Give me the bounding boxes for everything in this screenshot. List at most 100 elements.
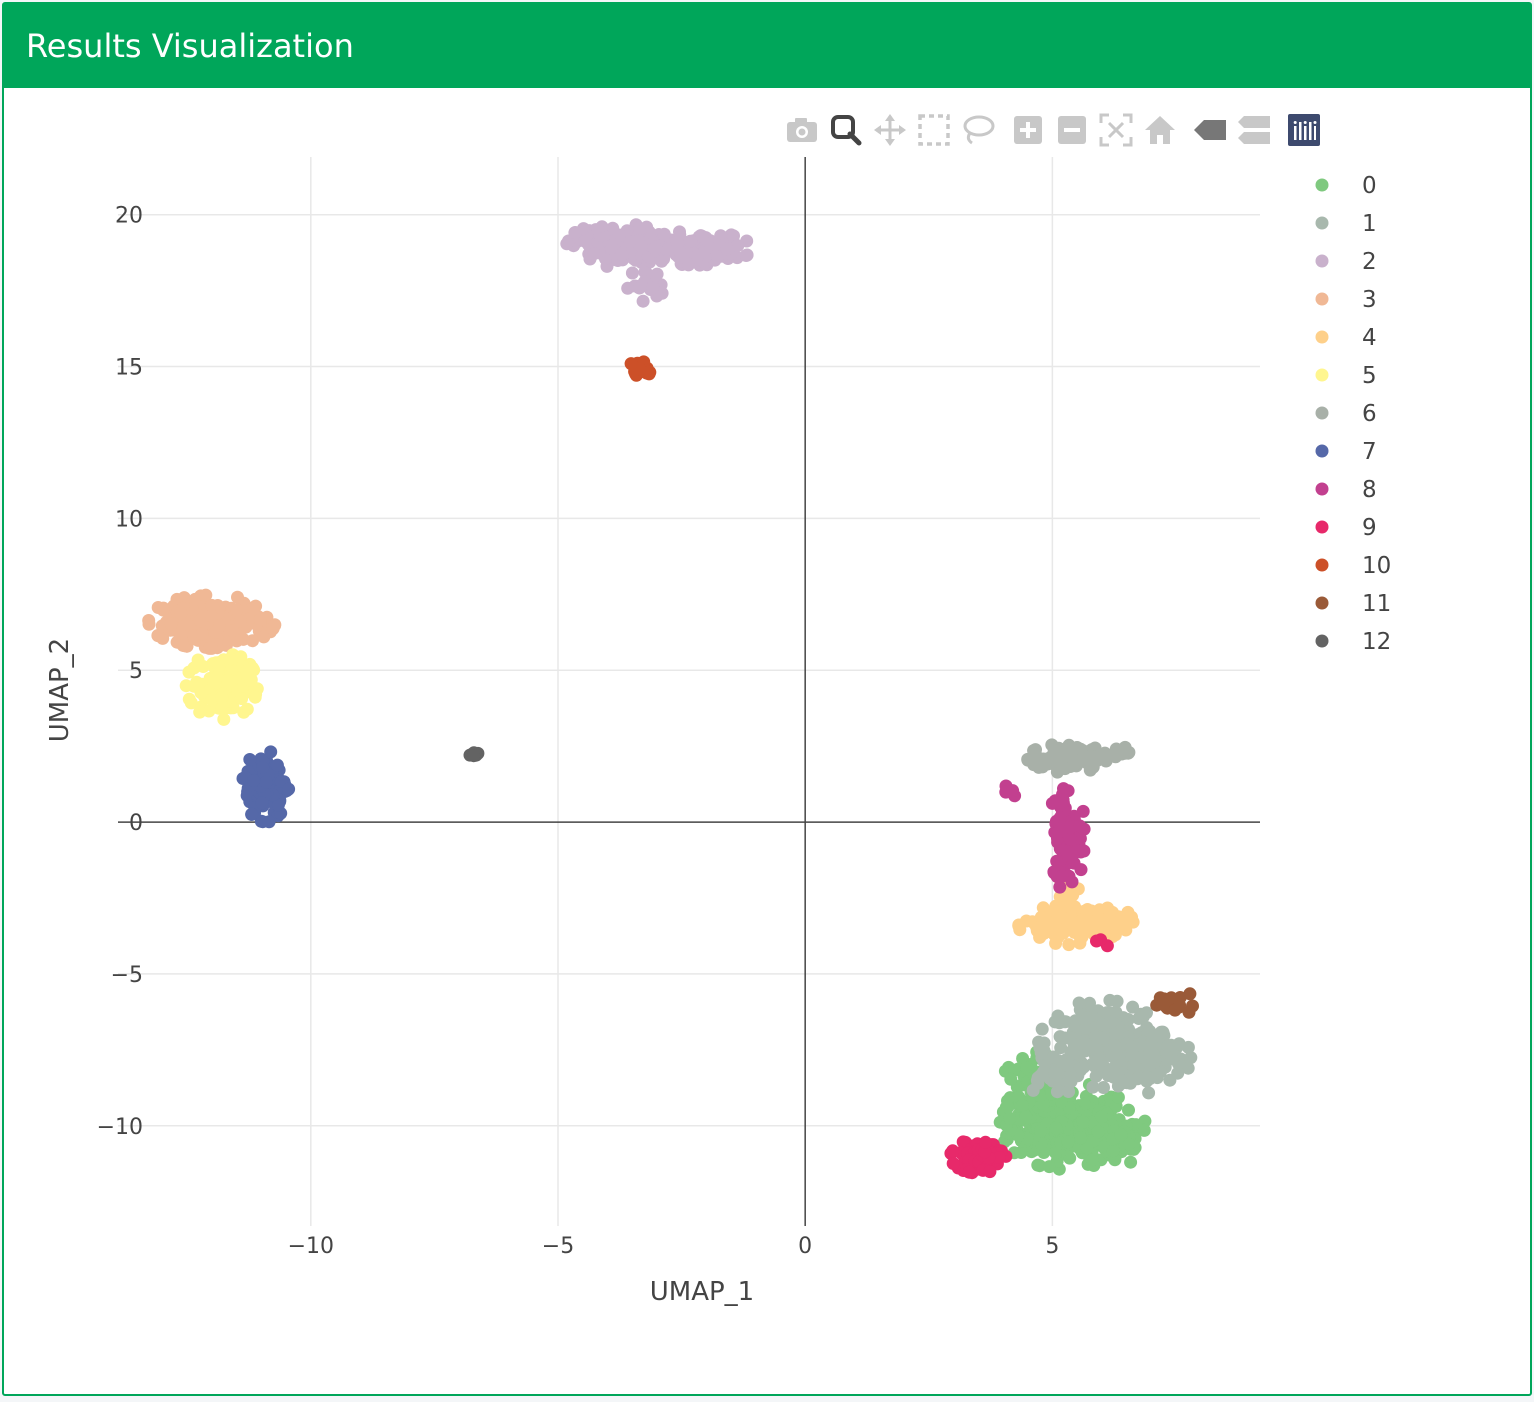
data-point[interactable] — [184, 696, 198, 710]
data-point[interactable] — [1140, 1070, 1154, 1084]
data-point[interactable] — [615, 248, 629, 262]
data-point[interactable] — [247, 602, 261, 616]
data-points[interactable] — [142, 218, 1199, 1180]
data-point[interactable] — [254, 613, 267, 627]
data-point[interactable] — [1057, 752, 1071, 766]
data-point[interactable] — [1142, 1086, 1156, 1100]
data-point[interactable] — [625, 266, 639, 280]
data-point[interactable] — [691, 249, 704, 263]
data-point[interactable] — [1090, 934, 1103, 948]
cluster-0-points[interactable] — [993, 1045, 1152, 1176]
data-point[interactable] — [568, 226, 582, 239]
data-point[interactable] — [632, 222, 646, 236]
data-point[interactable] — [208, 625, 222, 639]
cluster-3-points[interactable] — [142, 588, 282, 655]
cluster-12-points[interactable] — [463, 746, 485, 763]
data-point[interactable] — [983, 1165, 997, 1179]
data-point[interactable] — [1105, 905, 1119, 919]
data-point[interactable] — [221, 673, 235, 687]
data-point[interactable] — [194, 686, 208, 700]
legend-item-12[interactable]: 12 — [1315, 629, 1392, 655]
data-point[interactable] — [650, 267, 664, 281]
data-point[interactable] — [245, 807, 259, 821]
legend-item-5[interactable]: 5 — [1315, 363, 1377, 389]
data-point[interactable] — [1181, 1040, 1195, 1054]
data-point[interactable] — [1062, 938, 1076, 952]
data-point[interactable] — [1063, 832, 1077, 846]
data-point[interactable] — [1058, 1031, 1072, 1045]
data-point[interactable] — [282, 782, 296, 796]
data-point[interactable] — [234, 650, 248, 664]
data-point[interactable] — [1095, 1031, 1108, 1045]
data-point[interactable] — [255, 796, 269, 810]
data-point[interactable] — [1124, 1155, 1138, 1169]
data-point[interactable] — [1085, 1153, 1099, 1167]
data-point[interactable] — [177, 591, 191, 605]
data-point[interactable] — [264, 745, 278, 759]
data-point[interactable] — [1001, 1100, 1015, 1114]
data-point[interactable] — [1097, 1081, 1110, 1094]
data-point[interactable] — [695, 229, 709, 243]
data-point[interactable] — [1006, 784, 1020, 798]
data-point[interactable] — [655, 254, 669, 268]
data-point[interactable] — [979, 1135, 992, 1149]
data-point[interactable] — [1144, 1037, 1158, 1050]
data-point[interactable] — [1083, 763, 1097, 777]
data-point[interactable] — [1163, 1073, 1177, 1087]
data-point[interactable] — [636, 294, 650, 308]
data-point[interactable] — [1083, 921, 1096, 934]
data-point[interactable] — [1156, 997, 1170, 1011]
data-point[interactable] — [1036, 915, 1050, 929]
data-point[interactable] — [1076, 1115, 1090, 1129]
legend-item-3[interactable]: 3 — [1315, 287, 1377, 313]
reset-axes-button[interactable] — [1138, 108, 1182, 152]
box-select-button[interactable] — [912, 108, 956, 152]
data-point[interactable] — [1021, 752, 1035, 766]
data-point[interactable] — [657, 227, 671, 241]
data-point[interactable] — [946, 1144, 960, 1158]
data-point[interactable] — [193, 705, 207, 719]
data-point[interactable] — [978, 1145, 992, 1159]
data-point[interactable] — [1109, 1005, 1123, 1019]
cluster-9-points[interactable] — [944, 933, 1114, 1180]
data-point[interactable] — [646, 281, 659, 295]
data-point[interactable] — [180, 617, 194, 631]
data-point[interactable] — [1036, 760, 1049, 774]
data-point[interactable] — [259, 775, 273, 789]
data-point[interactable] — [962, 1165, 976, 1179]
data-point[interactable] — [204, 609, 218, 623]
cluster-1-points[interactable] — [1026, 993, 1198, 1100]
data-point[interactable] — [992, 1151, 1006, 1164]
data-point[interactable] — [1075, 752, 1089, 766]
data-point[interactable] — [1004, 1072, 1018, 1086]
data-point[interactable] — [1049, 936, 1063, 950]
data-point[interactable] — [1137, 1123, 1151, 1137]
data-point[interactable] — [1052, 816, 1066, 830]
data-point[interactable] — [670, 235, 684, 249]
data-point[interactable] — [243, 753, 257, 766]
camera-button[interactable] — [780, 108, 824, 152]
data-point[interactable] — [247, 774, 261, 787]
data-point[interactable] — [1060, 845, 1073, 859]
cluster-11-points[interactable] — [1150, 987, 1199, 1019]
data-point[interactable] — [1065, 918, 1079, 932]
data-point[interactable] — [1086, 1080, 1100, 1094]
data-point[interactable] — [210, 670, 224, 684]
data-point[interactable] — [635, 239, 648, 253]
data-point[interactable] — [205, 641, 219, 655]
data-point[interactable] — [226, 624, 240, 638]
data-point[interactable] — [1143, 1058, 1157, 1072]
data-point[interactable] — [1096, 1018, 1109, 1032]
data-point[interactable] — [1048, 1066, 1062, 1079]
data-point[interactable] — [1110, 994, 1124, 1008]
data-point[interactable] — [246, 634, 259, 648]
data-point[interactable] — [1109, 742, 1123, 756]
data-point[interactable] — [233, 614, 247, 628]
legend-item-9[interactable]: 9 — [1315, 515, 1377, 541]
data-point[interactable] — [257, 630, 271, 644]
hover-compare-button[interactable] — [1232, 108, 1276, 152]
lasso-select-button[interactable] — [956, 108, 1000, 152]
data-point[interactable] — [142, 617, 156, 631]
data-point[interactable] — [623, 235, 637, 249]
